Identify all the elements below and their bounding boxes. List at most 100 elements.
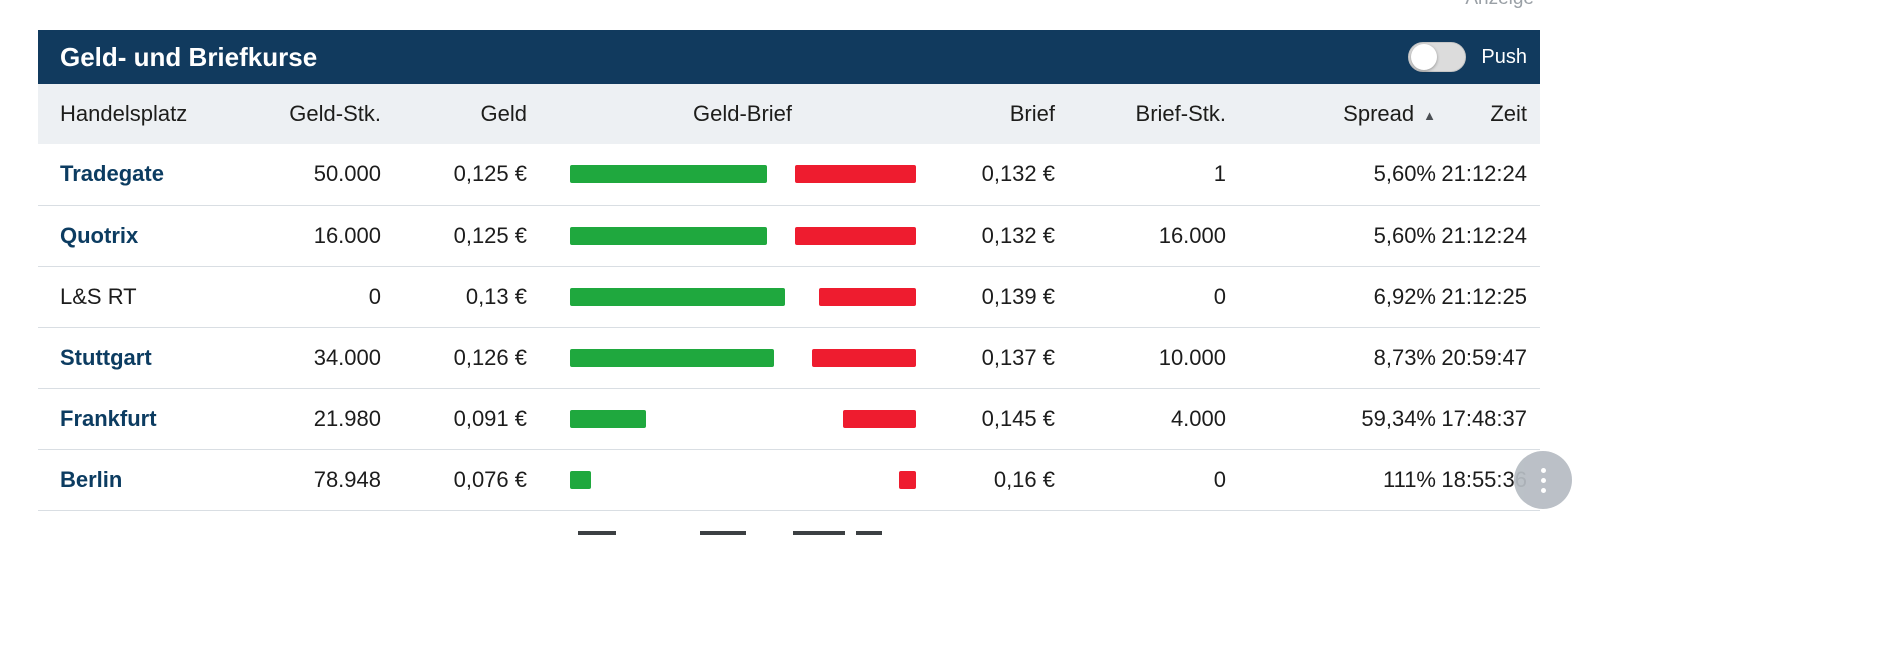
column-header-brief-stk[interactable]: Brief-Stk.: [1135, 101, 1226, 126]
bid-ask-bar-cell: [527, 388, 958, 450]
ask-size-cell: 0: [1055, 266, 1226, 328]
bid-ask-bar: [570, 287, 916, 306]
bid-ask-bar: [570, 226, 916, 245]
column-header-handelsplatz[interactable]: Handelsplatz: [60, 101, 188, 126]
ask-size-cell: 16.000: [1055, 205, 1226, 267]
bid-size-cell: 34.000: [260, 327, 381, 389]
ask-price-cell: 0,139 €: [958, 266, 1055, 328]
widget-header: Geld- und Briefkurse Push: [38, 30, 1540, 84]
bid-bar: [570, 226, 768, 245]
bid-price-cell: 0,076 €: [381, 449, 527, 511]
column-header-geld[interactable]: Geld: [480, 101, 527, 126]
table-row-ls-rt: L&S RT 0 0,13 € 0,139 € 0 6,92% 21:12:25: [38, 266, 1540, 328]
column-header-brief[interactable]: Brief: [1009, 101, 1055, 126]
table-header-row: Handelsplatz Geld-Stk. Geld Geld-Brief B…: [38, 84, 1540, 144]
bid-ask-table: Handelsplatz Geld-Stk. Geld Geld-Brief B…: [38, 84, 1540, 511]
table-row-frankfurt: Frankfurt 21.980 0,091 € 0,145 € 4.000 5…: [38, 388, 1540, 450]
bid-ask-bar: [570, 165, 916, 184]
ask-bar: [843, 409, 916, 428]
time-cell: 17:48:37: [1436, 388, 1540, 450]
time-cell: 21:12:24: [1436, 144, 1540, 206]
bid-size-cell: 16.000: [260, 205, 381, 267]
push-toggle[interactable]: Push: [1408, 42, 1527, 72]
clipped-fragment: [578, 531, 616, 535]
venue-link[interactable]: Quotrix: [60, 222, 139, 248]
ask-price-cell: 0,145 €: [958, 388, 1055, 450]
push-toggle-label: Push: [1481, 45, 1527, 68]
bid-price-cell: 0,125 €: [381, 205, 527, 267]
bid-ask-bar-cell: [527, 205, 958, 267]
ad-label-clip: Anzeige: [1465, 0, 1534, 11]
bid-size-cell: 0: [260, 266, 381, 328]
dot-icon: [1540, 467, 1546, 473]
spread-cell: 5,60%: [1226, 205, 1436, 267]
column-header-zeit[interactable]: Zeit: [1490, 101, 1527, 126]
ask-bar: [794, 226, 916, 245]
ask-price-cell: 0,132 €: [958, 144, 1055, 206]
bid-bar: [570, 165, 768, 184]
bid-ask-bar: [570, 348, 916, 367]
bid-size-cell: 21.980: [260, 388, 381, 450]
bid-ask-widget: Geld- und Briefkurse Push Handelsplatz G…: [38, 30, 1540, 511]
column-header-geld-brief[interactable]: Geld-Brief: [692, 101, 793, 126]
ask-price-cell: 0,16 €: [958, 449, 1055, 511]
bid-price-cell: 0,13 €: [381, 266, 527, 328]
bid-ask-bar-cell: [527, 327, 958, 389]
clipped-fragment: [700, 531, 746, 535]
time-cell: 20:59:47: [1436, 327, 1540, 389]
widget-title: Geld- und Briefkurse: [60, 41, 318, 72]
ask-bar: [794, 165, 916, 184]
bid-ask-bar-cell: [527, 266, 958, 328]
bid-ask-bar: [570, 470, 916, 489]
push-toggle-knob[interactable]: [1411, 44, 1438, 70]
table-row-berlin: Berlin 78.948 0,076 € 0,16 € 0 111% 18:5…: [38, 449, 1540, 511]
table-row-tradegate: Tradegate 50.000 0,125 € 0,132 € 1 5,60%…: [38, 144, 1540, 206]
bid-price-cell: 0,125 €: [381, 144, 527, 206]
venue-cell: Berlin: [38, 449, 260, 511]
ask-bar: [812, 348, 916, 367]
clipped-fragment: [856, 531, 882, 535]
bid-size-cell: 50.000: [260, 144, 381, 206]
ask-price-cell: 0,137 €: [958, 327, 1055, 389]
venue-cell: L&S RT: [38, 266, 260, 328]
bid-size-cell: 78.948: [260, 449, 381, 511]
venue-label: L&S RT: [60, 283, 137, 309]
bid-bar: [570, 470, 591, 489]
column-header-geld-stk[interactable]: Geld-Stk.: [289, 101, 381, 126]
bid-ask-bar-cell: [527, 449, 958, 511]
table-row-stuttgart: Stuttgart 34.000 0,126 € 0,137 € 10.000 …: [38, 327, 1540, 389]
ad-label: Anzeige: [1465, 0, 1534, 10]
vertical-dots-button[interactable]: [1514, 451, 1572, 509]
column-header-spread-label: Spread: [1343, 101, 1415, 126]
table-row-quotrix: Quotrix 16.000 0,125 € 0,132 € 16.000 5,…: [38, 205, 1540, 267]
venue-link[interactable]: Stuttgart: [60, 344, 152, 370]
spread-cell: 8,73%: [1226, 327, 1436, 389]
spread-cell: 6,92%: [1226, 266, 1436, 328]
bid-ask-bar-cell: [527, 144, 958, 206]
bid-bar: [570, 287, 785, 306]
sort-ascending-icon: ▲: [1423, 108, 1436, 123]
time-cell: 21:12:25: [1436, 266, 1540, 328]
dot-icon: [1540, 487, 1546, 493]
venue-cell: Quotrix: [38, 205, 260, 267]
push-toggle-track[interactable]: [1408, 42, 1467, 72]
ask-bar: [898, 470, 916, 489]
bid-ask-bar: [570, 409, 916, 428]
ask-size-cell: 10.000: [1055, 327, 1226, 389]
dot-icon: [1540, 477, 1546, 483]
venue-cell: Tradegate: [38, 144, 260, 206]
venue-link[interactable]: Berlin: [60, 466, 123, 492]
ask-size-cell: 0: [1055, 449, 1226, 511]
spread-cell: 111%: [1226, 449, 1436, 511]
ask-size-cell: 4.000: [1055, 388, 1226, 450]
ask-price-cell: 0,132 €: [958, 205, 1055, 267]
spread-cell: 59,34%: [1226, 388, 1436, 450]
bid-bar: [570, 409, 647, 428]
venue-link[interactable]: Tradegate: [60, 161, 164, 187]
venue-link[interactable]: Frankfurt: [60, 405, 157, 431]
venue-cell: Frankfurt: [38, 388, 260, 450]
ask-size-cell: 1: [1055, 144, 1226, 206]
bid-price-cell: 0,091 €: [381, 388, 527, 450]
bid-price-cell: 0,126 €: [381, 327, 527, 389]
column-header-spread[interactable]: Spread ▲: [1226, 84, 1436, 144]
